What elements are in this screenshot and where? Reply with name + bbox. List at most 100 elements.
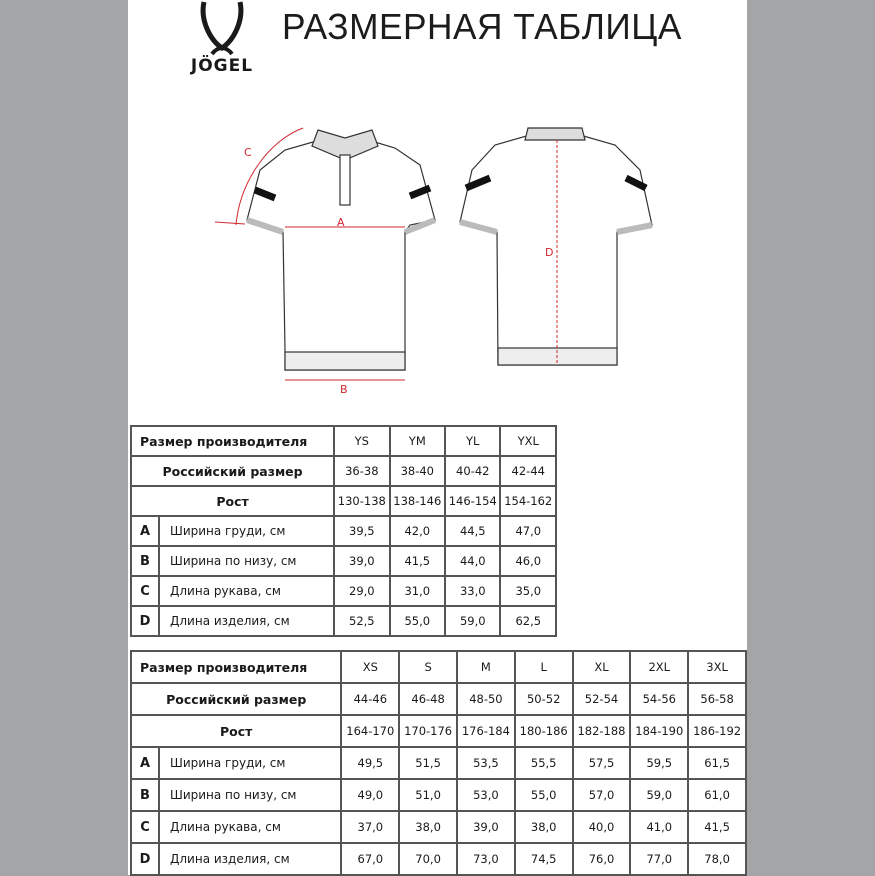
- page-title: РАЗМЕРНАЯ ТАБЛИЦА: [282, 6, 682, 47]
- cell: 35,0: [499, 575, 557, 607]
- cell: 138-146: [388, 485, 447, 517]
- measure-label: Ширина по низу, см: [157, 778, 343, 812]
- cell: 78,0: [687, 842, 747, 876]
- cell: 176-184: [456, 714, 516, 748]
- cell: 57,5: [571, 746, 632, 780]
- cell: 29,0: [333, 575, 391, 607]
- row-label: Размер производителя: [129, 650, 343, 684]
- row-label: Рост: [129, 485, 336, 517]
- row-label: Российский размер: [129, 455, 336, 487]
- measure-row: A Ширина груди, см 39,5 42,0 44,5 47,0: [130, 515, 557, 547]
- measure-label: Ширина груди, см: [157, 746, 343, 780]
- cell: 39,0: [333, 545, 391, 577]
- measure-row: C Длина рукава, см 29,0 31,0 33,0 35,0: [130, 575, 557, 607]
- cell: 70,0: [398, 842, 458, 876]
- cell: YM: [388, 425, 447, 457]
- cell: 40-42: [444, 455, 502, 487]
- cell: 50-52: [513, 682, 574, 716]
- cell: 62,5: [499, 605, 557, 637]
- height-row: Рост 164-170 170-176 176-184 180-186 182-188 1…: [129, 714, 747, 748]
- cell: 49,0: [340, 778, 401, 812]
- cell: 51,0: [398, 778, 458, 812]
- cell: 53,0: [456, 778, 516, 812]
- measure-row: A Ширина груди, см 49,5 51,5 53,5 55,5 57,5 59,…: [130, 746, 747, 780]
- cell: YS: [333, 425, 391, 457]
- cell: S: [398, 650, 458, 684]
- measure-label: Длина рукава, см: [157, 575, 336, 607]
- cell: 37,0: [340, 810, 401, 844]
- cell: 182-188: [571, 714, 632, 748]
- measure-row: B Ширина по низу, см 39,0 41,5 44,0 46,0: [130, 545, 557, 577]
- cell: 42-44: [499, 455, 557, 487]
- cell: 186-192: [687, 714, 747, 748]
- cell: 38-40: [388, 455, 447, 487]
- cell: 130-138: [333, 485, 391, 517]
- measure-letter: C: [130, 575, 160, 607]
- size-header-row: Размер производителя XS S M L XL 2XL 3XL: [129, 650, 747, 684]
- cell: 44,5: [444, 515, 502, 547]
- front-shirt: [246, 129, 437, 371]
- measure-label: Ширина груди, см: [157, 515, 336, 547]
- cell: 39,0: [456, 810, 516, 844]
- measure-label: Длина изделия, см: [157, 605, 336, 637]
- ru-size-row: Российский размер 36-38 38-40 40-42 42-44: [129, 455, 557, 487]
- height-row: Рост 130-138 138-146 146-154 154-162: [129, 485, 557, 517]
- cell: 55,0: [513, 778, 574, 812]
- logo-text: JÖGEL: [190, 56, 254, 76]
- cell: 44,0: [444, 545, 502, 577]
- cell: 180-186: [513, 714, 574, 748]
- cell: 2XL: [629, 650, 690, 684]
- label-d: D: [545, 246, 553, 259]
- measure-letter: D: [130, 605, 160, 637]
- cell: 33,0: [444, 575, 502, 607]
- cell: 59,0: [444, 605, 502, 637]
- label-b: B: [340, 383, 348, 396]
- row-label: Размер производителя: [129, 425, 336, 457]
- cell: 53,5: [456, 746, 516, 780]
- cell: XL: [571, 650, 632, 684]
- cell: 36-38: [333, 455, 391, 487]
- cell: 74,5: [513, 842, 574, 876]
- measure-row: C Длина рукава, см 37,0 38,0 39,0 38,0 40,0 41,…: [130, 810, 747, 844]
- measure-lines: [214, 127, 558, 381]
- measure-label: Длина рукава, см: [157, 810, 343, 844]
- cell: 170-176: [398, 714, 458, 748]
- kids-size-table: Размер производителя YS YM YL YXL Российский …: [129, 425, 557, 637]
- cell: 154-162: [499, 485, 557, 517]
- cell: 41,5: [687, 810, 747, 844]
- cell: 44-46: [340, 682, 401, 716]
- adult-size-table: Размер производителя XS S M L XL 2XL 3XL Российс…: [129, 650, 747, 876]
- measure-label: Ширина по низу, см: [157, 545, 336, 577]
- cell: 55,0: [388, 605, 447, 637]
- measure-row: B Ширина по низу, см 49,0 51,0 53,0 55,0 57,0 5…: [130, 778, 747, 812]
- cell: 49,5: [340, 746, 401, 780]
- row-label: Рост: [129, 714, 343, 748]
- shirt-diagram: A B C D: [214, 127, 653, 396]
- cell: L: [513, 650, 574, 684]
- cell: 46-48: [398, 682, 458, 716]
- cell: 39,5: [333, 515, 391, 547]
- cell: 61,5: [687, 746, 747, 780]
- cell: 55,5: [513, 746, 574, 780]
- cell: 61,0: [687, 778, 747, 812]
- cell: 42,0: [388, 515, 447, 547]
- cell: 146-154: [444, 485, 502, 517]
- cell: 77,0: [629, 842, 690, 876]
- cell: 41,0: [629, 810, 690, 844]
- cell: 164-170: [340, 714, 401, 748]
- cell: 52-54: [571, 682, 632, 716]
- measure-row: D Длина изделия, см 67,0 70,0 73,0 74,5 76,0 77…: [130, 842, 747, 876]
- cell: XS: [340, 650, 401, 684]
- cell: 184-190: [629, 714, 690, 748]
- cell: 59,0: [629, 778, 690, 812]
- measure-letter: A: [130, 746, 160, 780]
- cell: 38,0: [398, 810, 458, 844]
- cell: 3XL: [687, 650, 747, 684]
- cell: 40,0: [571, 810, 632, 844]
- row-label: Российский размер: [129, 682, 343, 716]
- measure-letter: C: [130, 810, 160, 844]
- cell: M: [456, 650, 516, 684]
- back-shirt: [459, 127, 653, 366]
- cell: 67,0: [340, 842, 401, 876]
- label-a: A: [337, 216, 345, 229]
